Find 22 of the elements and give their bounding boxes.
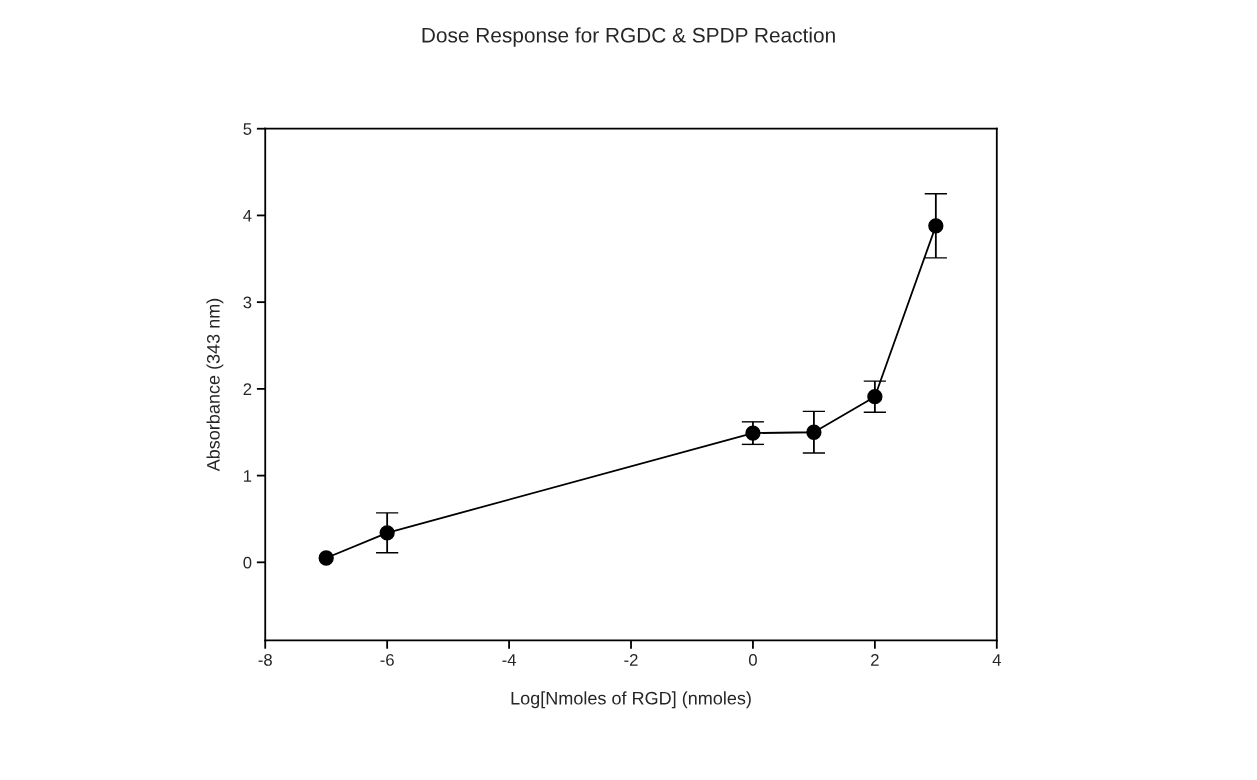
y-tick-label: 0 xyxy=(243,556,252,569)
point xyxy=(379,525,395,541)
x-tick-label: 2 xyxy=(871,654,879,666)
x-tick-label: -2 xyxy=(624,654,638,666)
point xyxy=(745,425,761,441)
x-tick-label: -8 xyxy=(258,654,272,666)
chart-title: Dose Response for RGDC & SPDP Reaction xyxy=(422,27,835,47)
y-tick-label: 5 xyxy=(243,123,252,135)
x-tick-label: 4 xyxy=(992,654,1001,666)
point xyxy=(318,550,334,566)
x-axis-title: Log[Nmoles of RGD] (nmoles) xyxy=(511,691,751,709)
point xyxy=(806,424,822,440)
y-tick-label: 3 xyxy=(243,296,252,309)
y-tick-label: 1 xyxy=(244,470,252,482)
x-tick-label: -4 xyxy=(502,654,517,666)
y-tick-label: 2 xyxy=(243,383,252,395)
x-tick-label: -6 xyxy=(380,654,394,666)
y-axis-title: Absorbance (343 nm) xyxy=(206,298,224,472)
point xyxy=(928,218,944,234)
y-tick-label: 4 xyxy=(243,210,252,222)
x-tick-label: 0 xyxy=(748,654,757,666)
point xyxy=(867,389,883,405)
